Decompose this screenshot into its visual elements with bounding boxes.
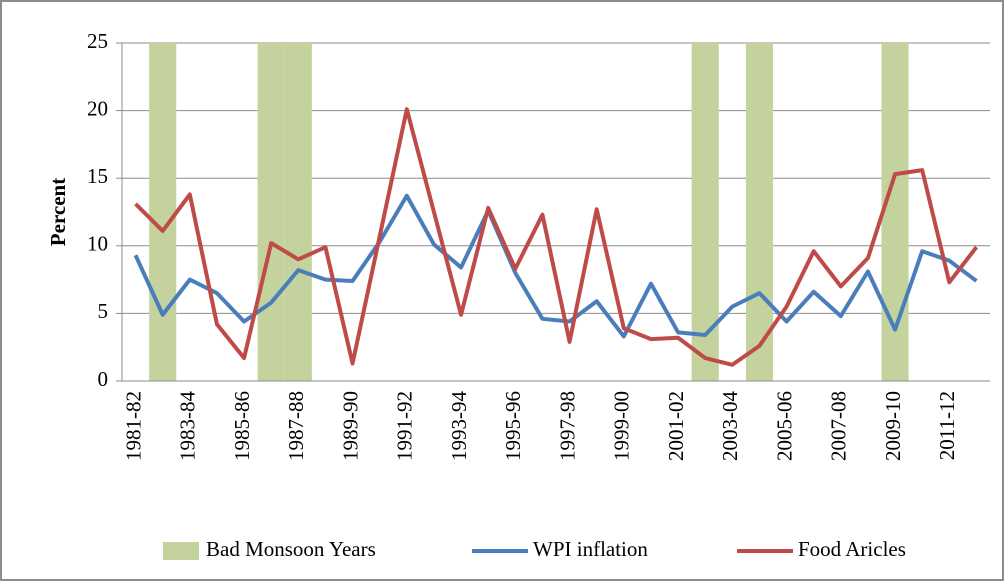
x-tick-label: 2005-06 bbox=[772, 391, 796, 461]
monsoon-bar bbox=[691, 43, 719, 381]
series-line bbox=[134, 107, 979, 367]
y-tick-label: 15 bbox=[87, 164, 108, 188]
y-axis-title: Percent bbox=[46, 178, 70, 246]
y-tick-label: 20 bbox=[87, 96, 108, 120]
x-tick-label: 2009-10 bbox=[881, 391, 905, 461]
y-tick-label: 25 bbox=[87, 29, 108, 53]
y-tick-label: 5 bbox=[98, 299, 109, 323]
monsoon-bar bbox=[149, 43, 177, 381]
x-tick-label: 1981-82 bbox=[121, 391, 145, 461]
x-tick-label: 1985-86 bbox=[230, 391, 254, 461]
monsoon-bar bbox=[257, 43, 285, 381]
x-tick-label: 1995-96 bbox=[501, 391, 525, 461]
x-tick-label: 2001-02 bbox=[664, 391, 688, 461]
y-tick-label: 10 bbox=[87, 232, 108, 256]
x-tick-label: 1999-00 bbox=[610, 391, 634, 461]
x-tick-label: 1989-90 bbox=[338, 391, 362, 461]
x-tick-label: 2007-08 bbox=[827, 391, 851, 461]
y-tick-label: 0 bbox=[98, 367, 109, 391]
x-tick-label: 1993-94 bbox=[447, 391, 471, 461]
x-tick-label: 2011-12 bbox=[935, 391, 959, 460]
series-line bbox=[133, 193, 978, 339]
legend-label: Food Aricles bbox=[798, 537, 906, 561]
x-tick-label: 1987-88 bbox=[284, 391, 308, 461]
x-tick-label: 2003-04 bbox=[718, 391, 742, 461]
monsoon-bar bbox=[745, 43, 773, 381]
legend-label: WPI inflation bbox=[533, 537, 648, 561]
monsoon-bar bbox=[284, 43, 312, 381]
legend-label: Bad Monsoon Years bbox=[206, 537, 376, 561]
x-tick-label: 1991-92 bbox=[393, 391, 417, 461]
x-tick-label: 1983-84 bbox=[176, 391, 200, 461]
x-tick-label: 1997-98 bbox=[555, 391, 579, 461]
legend-swatch bbox=[163, 542, 199, 560]
